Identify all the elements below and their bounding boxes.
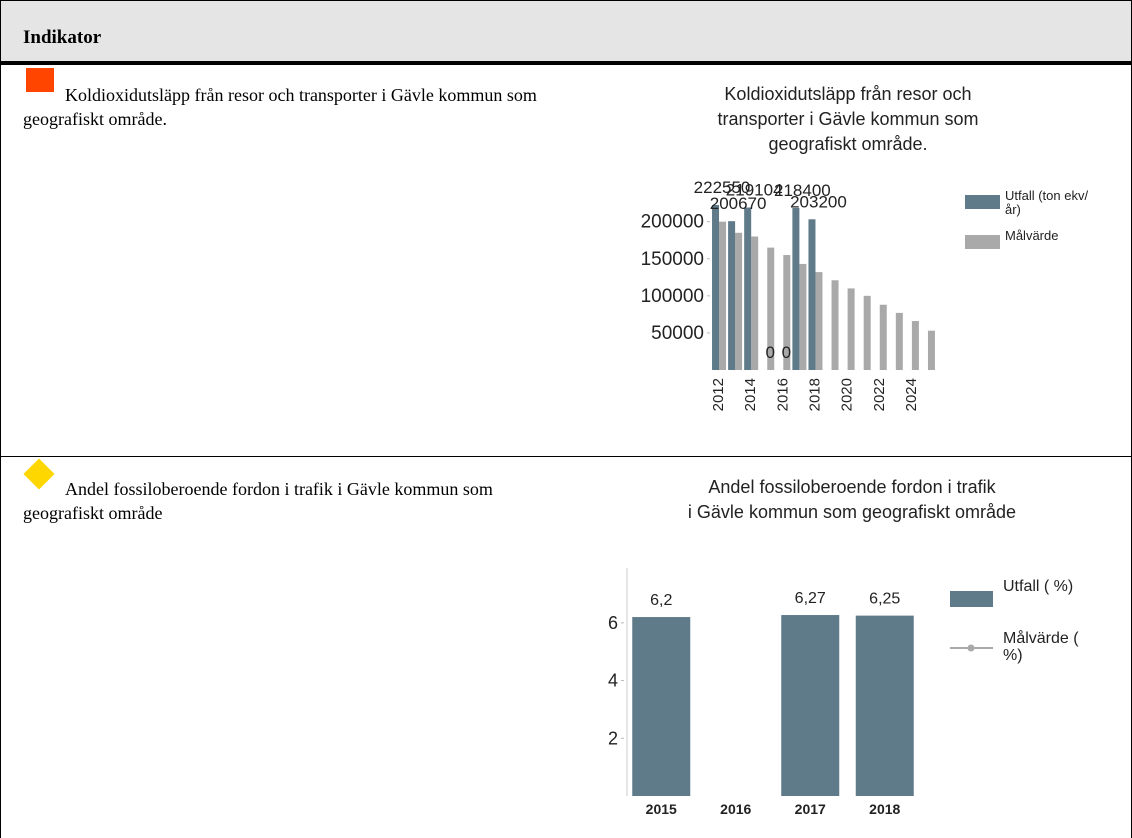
x-tick-label: 2024 [903,378,920,411]
bar [815,272,823,370]
bar [895,312,903,370]
x-tick-label: 2017 [795,801,826,817]
data-label: 219104 [726,180,783,199]
bar [744,207,752,370]
legend-swatch [965,195,1000,209]
bar [735,232,743,370]
data-label: 6,2 [650,592,672,609]
bar [719,221,727,370]
legend-swatch [965,235,1000,249]
table-header: Indikator [0,0,1132,65]
chart-title: Andel fossiloberoende fordon i trafik i G… [688,477,1016,522]
x-tick-label: 2014 [742,378,759,411]
data-label: 6,27 [795,590,826,607]
bar [879,304,887,370]
x-tick-label: 2018 [806,378,823,411]
bar [831,280,839,370]
x-tick-label: 2020 [839,378,856,411]
table-row: Andel fossiloberoende fordon i trafik i … [0,457,1132,838]
bar [728,221,736,370]
bar [792,208,800,370]
bar [927,330,935,370]
status-square [26,68,54,92]
y-tick-label: 6 [608,613,618,633]
chart-title: Koldioxidutsläpp från resor och transport… [717,84,978,154]
data-label: 6,25 [869,591,900,608]
data-label: 0 [782,343,791,362]
bar [783,255,791,370]
data-label: 203200 [790,192,847,211]
bar [808,219,816,370]
bar [855,615,914,796]
bar [847,288,855,370]
data-label: 0 [766,343,775,362]
bar [767,247,775,370]
bar [632,617,691,796]
header-title: Indikator [23,27,102,48]
x-tick-label: 2012 [710,378,727,411]
indicator-text: Andel fossiloberoende fordon i trafik i … [23,479,493,523]
x-tick-label: 2018 [869,801,900,817]
data-label: 218400 [774,181,831,200]
x-tick-label: 2016 [774,378,791,411]
x-tick-label: 2016 [720,801,751,817]
y-tick-label: 150000 [641,249,704,270]
x-tick-label: 2015 [646,801,677,817]
y-tick-label: 4 [608,671,618,691]
legend-swatch [950,591,993,607]
data-label: 222550 [694,178,751,197]
legend-label: Målvärde [1005,228,1059,243]
bar [911,321,919,370]
y-tick-label: 50000 [651,323,704,344]
y-tick-label: 100000 [641,286,704,307]
bar [781,615,840,796]
y-tick-label: 2 [608,728,618,748]
bar [751,236,759,370]
x-tick-label: 2022 [871,378,888,411]
bar [712,204,720,370]
legend-label: Utfall (ton ekv/år) [1005,188,1089,217]
legend-label: Målvärde ( %) [1003,630,1079,664]
legend-label: Utfall ( %) [1003,578,1074,595]
data-label: 200670 [710,194,767,213]
indicator-text: Koldioxidutsläpp från resor och transpor… [23,85,537,129]
y-tick-label: 200000 [641,212,704,233]
bar [863,295,871,370]
bar [799,263,807,370]
legend-dot [967,644,975,652]
